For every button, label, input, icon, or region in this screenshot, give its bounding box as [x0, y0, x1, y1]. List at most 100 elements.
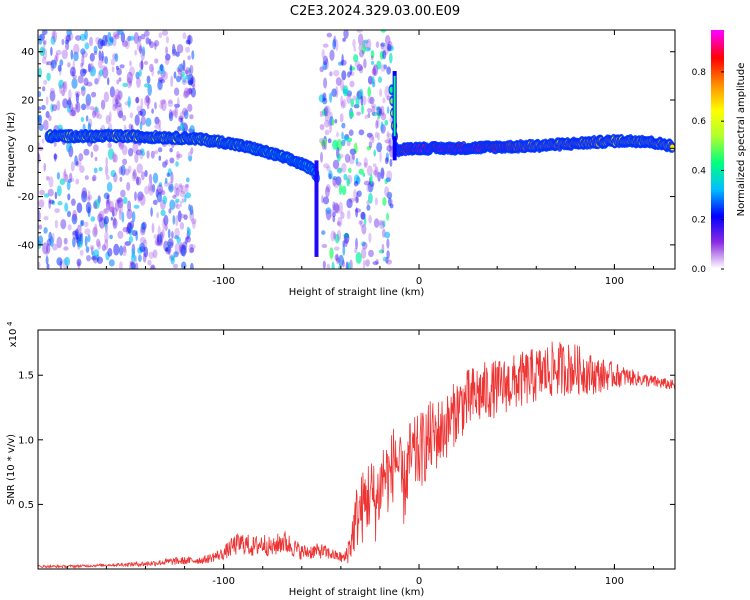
- noise-speckle: [77, 224, 82, 235]
- noise-speckle: [38, 261, 41, 269]
- colorbar-swatch: [711, 123, 724, 127]
- noise-speckle: [383, 44, 389, 56]
- colorbar-swatch: [711, 249, 724, 252]
- noise-speckle: [89, 66, 97, 77]
- noise-speckle: [106, 194, 110, 205]
- noise-speckle: [73, 43, 80, 55]
- noise-speckle: [48, 176, 54, 188]
- noise-speckle: [144, 83, 150, 88]
- noise-speckle: [140, 222, 146, 233]
- noise-speckle: [115, 98, 119, 105]
- noise-speckle: [135, 176, 142, 186]
- noise-speckle: [54, 219, 59, 229]
- noise-speckle: [358, 66, 364, 74]
- colorbar-swatch: [711, 213, 724, 216]
- noise-speckle: [140, 108, 146, 117]
- noise-speckle: [114, 88, 121, 101]
- noise-speckle: [168, 183, 174, 193]
- colorbar-swatch: [711, 237, 724, 240]
- noise-speckle: [149, 41, 155, 49]
- noise-speckle: [46, 243, 51, 254]
- colorbar-swatch: [711, 41, 724, 45]
- noise-speckle: [114, 33, 120, 40]
- noise-speckle: [139, 242, 146, 252]
- noise-speckle: [368, 192, 373, 204]
- colorbar-swatch: [711, 187, 724, 190]
- noise-speckle: [176, 153, 183, 159]
- noise-speckle: [124, 38, 130, 50]
- noise-speckle: [387, 198, 393, 204]
- noise-speckle: [129, 112, 134, 119]
- noise-speckle: [122, 82, 128, 88]
- noise-speckle: [60, 219, 67, 230]
- noise-speckle: [89, 52, 95, 62]
- noise-speckle: [375, 41, 380, 48]
- y-tick-label: -20: [18, 192, 34, 203]
- noise-speckle: [337, 61, 343, 66]
- noise-speckle: [334, 119, 338, 124]
- noise-speckle: [62, 82, 66, 90]
- noise-speckle: [85, 246, 90, 253]
- noise-speckle: [172, 263, 179, 269]
- noise-speckle: [124, 241, 131, 246]
- noise-speckle: [151, 265, 155, 269]
- noise-speckle: [136, 163, 143, 174]
- noise-speckle: [386, 238, 390, 249]
- colorbar-swatch: [711, 175, 724, 178]
- noise-speckle: [379, 221, 385, 230]
- noise-speckle: [127, 96, 131, 108]
- noise-speckle: [131, 230, 137, 237]
- noise-speckle: [189, 244, 196, 250]
- noise-speckle: [141, 46, 146, 57]
- noise-speckle: [70, 161, 75, 172]
- noise-speckle: [56, 236, 63, 249]
- noise-speckle: [361, 42, 366, 54]
- noise-speckle: [321, 49, 325, 59]
- noise-speckle: [322, 43, 329, 48]
- colorbar-swatch: [711, 255, 724, 258]
- noise-speckle: [370, 55, 374, 61]
- noise-speckle: [81, 219, 85, 227]
- noise-speckle: [375, 120, 379, 129]
- noise-speckle: [343, 233, 350, 239]
- noise-speckle: [346, 198, 353, 209]
- noise-speckle: [366, 38, 372, 50]
- noise-speckle: [371, 68, 377, 76]
- noise-speckle: [89, 36, 93, 47]
- colorbar-swatch: [711, 149, 724, 153]
- noise-speckle: [184, 75, 191, 80]
- noise-speckle: [139, 194, 146, 206]
- noise-speckle: [168, 208, 172, 214]
- colorbar-swatch: [711, 105, 724, 109]
- noise-speckle: [96, 254, 100, 262]
- noise-speckle: [386, 145, 393, 152]
- noise-speckle: [47, 188, 54, 197]
- noise-speckle: [375, 106, 380, 111]
- noise-speckle: [57, 124, 63, 131]
- x-tick-label: 100: [605, 276, 624, 287]
- noise-speckle: [382, 220, 386, 228]
- noise-speckle: [71, 70, 75, 77]
- noise-speckle: [187, 80, 194, 86]
- noise-speckle: [360, 95, 364, 106]
- noise-speckle: [382, 97, 386, 104]
- noise-speckle: [104, 56, 108, 65]
- noise-speckle: [174, 186, 177, 198]
- noise-speckle: [358, 220, 363, 225]
- noise-speckle: [66, 99, 72, 106]
- noise-speckle: [388, 137, 392, 149]
- noise-speckle: [134, 262, 139, 269]
- noise-speckle: [104, 231, 109, 243]
- noise-speckle: [55, 52, 59, 62]
- noise-speckle: [184, 69, 189, 75]
- noise-speckle: [112, 151, 116, 163]
- colorbar-swatch: [711, 65, 724, 69]
- noise-speckle: [321, 243, 328, 249]
- colorbar-swatch: [711, 93, 724, 97]
- noise-speckle: [105, 156, 108, 166]
- noise-speckle: [67, 224, 72, 231]
- noise-speckle: [131, 172, 138, 182]
- noise-speckle: [332, 139, 339, 150]
- colorbar-swatch: [711, 119, 724, 123]
- colorbar-swatch: [711, 219, 724, 222]
